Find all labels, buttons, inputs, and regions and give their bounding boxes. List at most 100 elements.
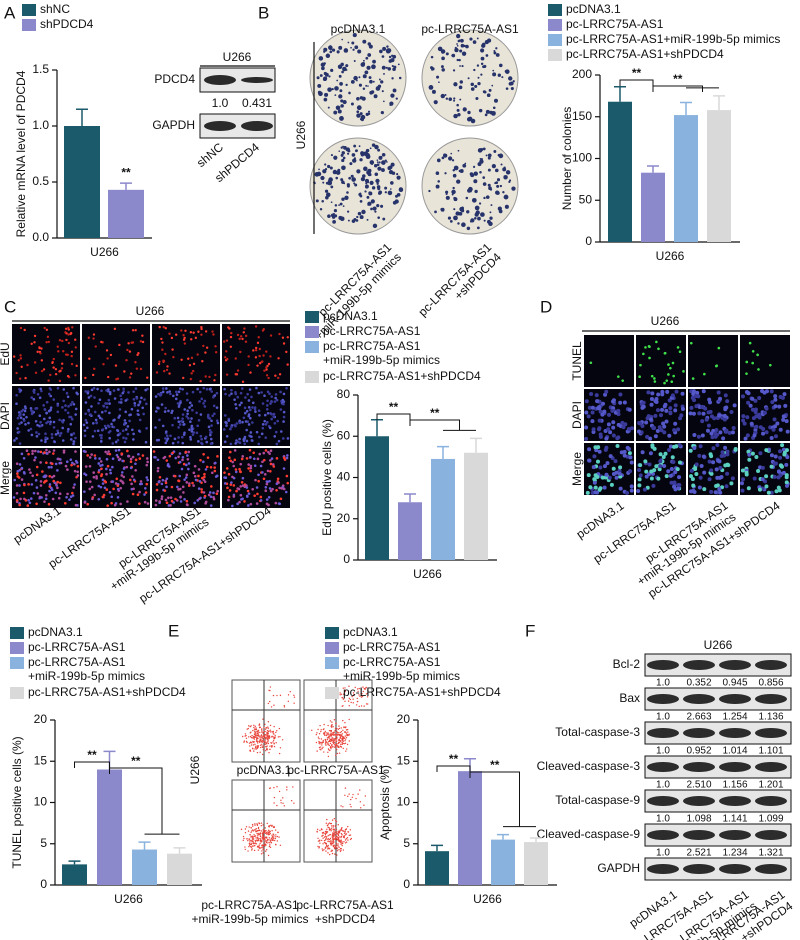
cell (602, 485, 607, 490)
cell (782, 392, 787, 397)
cell (668, 473, 673, 478)
legend-swatch (22, 4, 36, 16)
event (262, 738, 264, 740)
cell (105, 457, 109, 461)
colony (452, 186, 455, 190)
colony (345, 69, 348, 71)
cell (209, 442, 213, 446)
cell (661, 421, 666, 426)
cell (91, 373, 95, 377)
cell (230, 388, 233, 392)
event (319, 748, 321, 750)
colony (346, 152, 350, 155)
cell (84, 412, 87, 416)
blot-ratio: 1.0 (656, 746, 670, 757)
cell (273, 400, 277, 403)
cell (36, 350, 39, 354)
event (255, 827, 257, 830)
cell (31, 449, 34, 453)
cell (689, 489, 694, 494)
cell (130, 407, 134, 411)
event (340, 828, 342, 831)
colony (467, 77, 470, 80)
cell (270, 457, 274, 460)
cell (628, 469, 633, 474)
y-tick-label: 1.0 (32, 118, 49, 132)
cell (598, 434, 603, 439)
cell (76, 465, 80, 468)
colony (334, 94, 337, 97)
cell (39, 420, 42, 424)
event (344, 787, 347, 789)
colony (474, 205, 480, 211)
cell (228, 489, 232, 492)
event (273, 725, 275, 728)
cell (640, 424, 645, 429)
cell (648, 356, 651, 360)
cell (777, 404, 782, 409)
colony (356, 105, 362, 111)
cell (261, 460, 264, 464)
cell (261, 423, 265, 426)
cell (157, 480, 161, 484)
event (340, 839, 342, 842)
event (344, 839, 347, 841)
cell (156, 458, 160, 462)
colony (380, 80, 384, 84)
bar (64, 126, 100, 238)
significance: ** (449, 752, 459, 766)
legend-swatch (10, 657, 24, 669)
colony (372, 59, 376, 64)
event (256, 734, 258, 736)
cell (23, 409, 27, 413)
colony (367, 85, 369, 87)
cell (762, 410, 767, 415)
event (325, 734, 328, 736)
colony (467, 110, 471, 115)
cell (102, 404, 106, 408)
cell (30, 396, 33, 399)
cell (200, 327, 203, 331)
event (326, 742, 328, 744)
cell (177, 488, 180, 491)
event (267, 832, 269, 835)
flow-label: pc-LRRC75A-AS1 +shPDCD4 (296, 898, 394, 926)
colony (491, 110, 496, 116)
event (271, 839, 273, 842)
cell (56, 486, 59, 490)
cell (187, 484, 191, 487)
band (241, 121, 273, 131)
cell (270, 395, 274, 398)
cell (229, 335, 233, 339)
cell (645, 416, 650, 421)
colony (353, 144, 357, 148)
colony (327, 87, 332, 92)
cell (19, 497, 22, 501)
event (261, 836, 263, 839)
cell (123, 370, 126, 373)
cell (693, 467, 698, 472)
event (348, 718, 350, 721)
event (256, 824, 259, 826)
cell (254, 478, 257, 482)
event (271, 834, 273, 836)
cell (183, 336, 186, 340)
cell (58, 418, 61, 422)
cell (69, 422, 73, 426)
event (365, 703, 368, 705)
cell (616, 408, 621, 413)
event (328, 740, 331, 743)
legend-swatch (325, 657, 339, 669)
y-tick-label: 20 (397, 712, 411, 726)
cell (707, 477, 712, 482)
cell (251, 401, 255, 405)
blot-ratio: 1.014 (722, 746, 747, 757)
event (337, 739, 340, 741)
cell (51, 361, 54, 365)
colony (451, 53, 456, 58)
event (254, 748, 256, 750)
cell (112, 425, 116, 429)
blot-row: Bcl-2 (613, 657, 641, 671)
y-tick-label: 10 (397, 795, 411, 809)
event (329, 746, 332, 748)
